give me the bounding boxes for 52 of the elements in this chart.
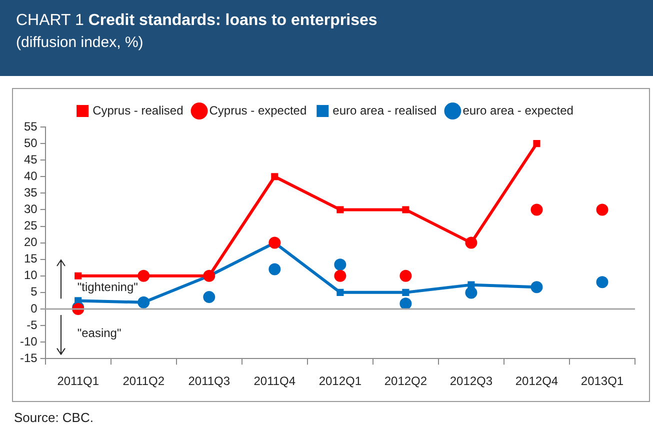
point — [402, 288, 410, 296]
point — [268, 263, 281, 276]
y-tick-label: 30 — [24, 202, 38, 216]
y-tick-label: -15 — [20, 350, 38, 365]
legend-label: Cyprus - realised — [92, 103, 184, 118]
point — [596, 276, 608, 288]
chart-subtitle: (diffusion index, %) — [16, 34, 144, 51]
legend-label: euro area - realised — [332, 103, 437, 118]
y-tick-label: 50 — [24, 136, 38, 150]
y-tick-label: 10 — [24, 268, 38, 282]
legend-label: Cyprus - expected — [209, 103, 307, 118]
y-tick-label: -10 — [20, 334, 38, 348]
y-tick-label: 55 — [24, 119, 38, 134]
point — [74, 272, 82, 280]
point — [334, 258, 346, 271]
point — [468, 281, 475, 288]
x-tick-label: 2011Q4 — [254, 374, 296, 388]
point — [402, 206, 410, 214]
x-tick-label: 2012Q4 — [515, 374, 558, 388]
point — [400, 270, 412, 282]
point — [596, 204, 608, 216]
y-tick-label: 45 — [24, 152, 38, 166]
y-tick-label: 25 — [24, 218, 38, 233]
y-tick-label: 15 — [24, 252, 38, 266]
legend-label: euro area - expected — [462, 103, 574, 118]
y-tick-label: 40 — [24, 168, 38, 183]
point — [336, 288, 344, 296]
x-tick-label: 2012Q2 — [384, 374, 428, 388]
x-tick-label: 2011Q1 — [57, 374, 100, 388]
point — [465, 286, 478, 299]
source-note: Source: CBC. — [14, 410, 94, 425]
y-tick-label: 20 — [24, 235, 38, 250]
annotation: "easing" — [77, 326, 122, 340]
x-tick-label: 2012Q1 — [318, 374, 362, 388]
y-tick-label: 5 — [30, 284, 38, 299]
x-tick-label: 2013Q1 — [580, 374, 624, 388]
y-tick-label: 35 — [24, 185, 38, 200]
chart-title: CHART 1 Credit standards: loans to enterprises — [16, 12, 378, 29]
x-tick-label: 2012Q3 — [450, 374, 493, 388]
point — [400, 298, 412, 310]
x-tick-label: 2011Q2 — [122, 374, 165, 388]
y-tick-label: 0 — [30, 301, 38, 316]
point — [533, 140, 540, 148]
annotation: "tightening" — [77, 280, 138, 294]
x-tick-label: 2011Q3 — [188, 374, 230, 388]
point — [530, 204, 543, 216]
y-tick-label: -5 — [26, 318, 38, 332]
point — [268, 236, 281, 249]
point — [271, 173, 278, 180]
point — [203, 291, 216, 304]
point — [334, 270, 346, 282]
point — [336, 206, 344, 214]
